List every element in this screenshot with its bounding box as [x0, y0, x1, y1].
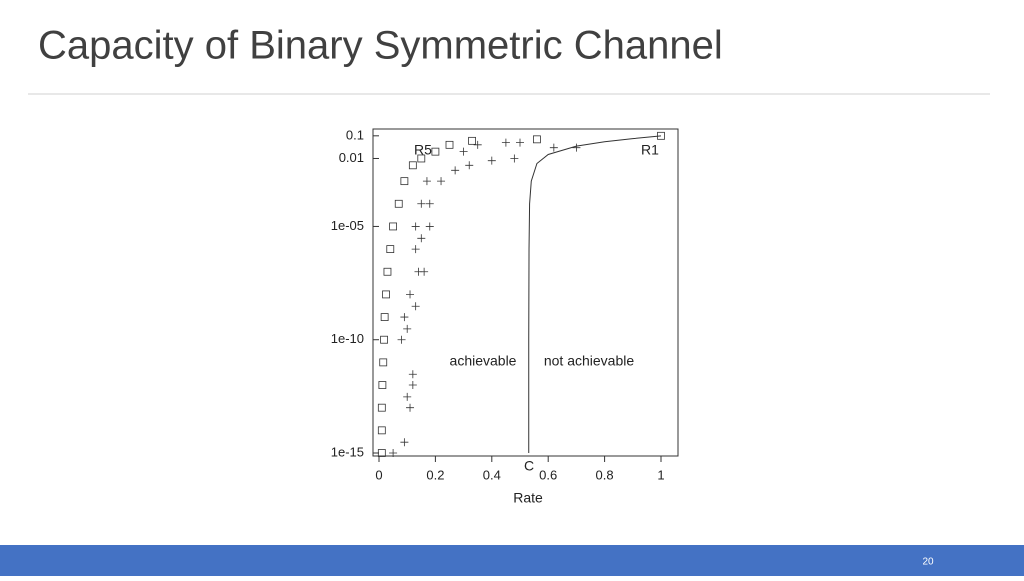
plus-marker: [465, 161, 474, 170]
page-number: 20: [922, 557, 934, 568]
plus-marker: [411, 245, 420, 254]
square-marker: [431, 147, 440, 156]
plus-marker: [516, 138, 524, 147]
x-tick-label: 0.6: [539, 467, 557, 482]
annotation: C: [524, 458, 534, 474]
plus-marker: [400, 313, 409, 322]
square-marker: [382, 290, 390, 299]
plus-marker: [487, 156, 496, 165]
plus-marker: [389, 449, 398, 457]
square-marker: [408, 161, 417, 170]
plus-marker: [408, 381, 417, 390]
capacity-curve: [528, 135, 662, 453]
square-marker: [380, 335, 388, 344]
plus-marker: [459, 147, 468, 156]
square-marker: [380, 313, 389, 321]
plus-marker: [411, 302, 420, 311]
plus-marker: [510, 154, 519, 163]
plus-marker: [397, 335, 406, 344]
plus-marker: [451, 166, 460, 175]
square-marker: [445, 140, 454, 149]
plus-marker: [408, 370, 417, 379]
square-marker: [417, 154, 426, 163]
y-tick-label: 1e-10: [331, 331, 364, 346]
square-marker: [389, 222, 398, 231]
square-marker: [468, 136, 476, 145]
x-tick-label: 0: [375, 467, 382, 482]
square-marker: [394, 199, 403, 208]
square-marker: [386, 245, 395, 253]
plus-marker: [425, 199, 434, 208]
y-tick-label: 1e-15: [331, 444, 364, 459]
y-tick-label: 1e-05: [331, 218, 364, 233]
plus-marker: [501, 138, 510, 147]
plus-marker: [406, 403, 415, 412]
square-marker: [533, 135, 541, 144]
square-marker: [379, 358, 388, 367]
plus-marker: [437, 177, 446, 186]
x-tick-label: 0.2: [426, 467, 444, 482]
y-tick-label: 0.01: [339, 150, 364, 165]
plus-marker: [406, 290, 415, 299]
annotation: not achievable: [544, 353, 635, 369]
x-axis-label: Rate: [513, 490, 543, 506]
annotation: R5: [414, 142, 432, 158]
plus-marker: [422, 177, 431, 186]
square-marker: [377, 449, 386, 457]
x-tick-label: 0.4: [483, 467, 501, 482]
annotation: achievable: [450, 353, 517, 369]
x-tick-label: 1: [657, 467, 664, 482]
plus-marker: [425, 222, 434, 231]
plus-marker: [417, 199, 426, 208]
slide-title: Capacity of Binary Symmetric Channel: [38, 24, 723, 68]
annotation: R1: [641, 142, 659, 158]
plot-frame: [372, 128, 679, 457]
plus-marker: [572, 143, 581, 152]
plus-marker: [403, 392, 412, 401]
plus-marker: [473, 140, 482, 149]
square-marker: [377, 403, 386, 412]
plus-marker: [549, 143, 558, 152]
plus-marker: [417, 234, 426, 243]
plus-marker: [420, 267, 429, 276]
square-marker: [383, 267, 392, 276]
square-marker: [378, 381, 387, 389]
x-tick-label: 0.8: [596, 467, 614, 482]
y-tick-label: 0.1: [346, 127, 364, 142]
plus-marker: [411, 222, 420, 231]
plus-marker: [400, 438, 409, 447]
footer-bar: [0, 545, 1024, 576]
square-marker: [377, 426, 386, 435]
square-marker: [400, 177, 409, 186]
plus-marker: [403, 324, 412, 333]
